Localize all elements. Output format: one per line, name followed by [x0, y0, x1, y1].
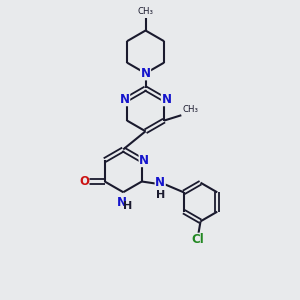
Text: CH₃: CH₃	[182, 105, 199, 114]
Text: N: N	[161, 93, 172, 106]
Text: N: N	[140, 67, 151, 80]
Text: CH₃: CH₃	[137, 7, 154, 16]
Text: Cl: Cl	[192, 233, 205, 246]
Text: O: O	[79, 175, 89, 188]
Text: N: N	[117, 196, 127, 209]
Text: N: N	[155, 176, 165, 189]
Text: H: H	[156, 190, 165, 200]
Text: N: N	[139, 154, 149, 166]
Text: H: H	[123, 200, 132, 211]
Text: N: N	[120, 93, 130, 106]
